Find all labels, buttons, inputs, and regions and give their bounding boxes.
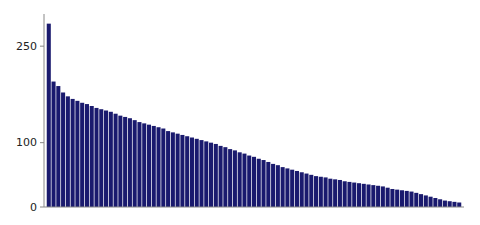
bar (142, 123, 146, 207)
bar (438, 199, 442, 207)
bar (75, 101, 79, 207)
bar (324, 177, 328, 207)
bar (433, 198, 437, 207)
y-tick (40, 207, 44, 208)
bar (371, 185, 375, 207)
bar (56, 86, 60, 207)
bar (219, 146, 223, 207)
bar (290, 170, 294, 207)
bar (238, 152, 242, 207)
x-axis-line (44, 207, 464, 208)
bar (228, 149, 232, 207)
bar (190, 138, 194, 207)
bar (176, 134, 180, 207)
bar (304, 174, 308, 207)
bar (85, 104, 89, 207)
bar (309, 175, 313, 207)
bar (352, 183, 356, 207)
bar (133, 120, 137, 207)
bar (285, 168, 289, 207)
bar (90, 106, 94, 207)
bar (333, 179, 337, 207)
bar (166, 131, 170, 207)
chart-container: 0 100 250 (0, 0, 480, 225)
bar (386, 188, 390, 207)
bar (395, 190, 399, 207)
bar (443, 201, 447, 207)
bar (195, 139, 199, 207)
bar (362, 184, 366, 207)
bar (266, 162, 270, 207)
bar (104, 111, 108, 208)
bar (185, 136, 189, 207)
bar (61, 92, 65, 207)
bar (271, 164, 275, 207)
bar (128, 118, 132, 207)
bar (242, 154, 246, 207)
bars (47, 24, 462, 207)
bar (429, 197, 433, 207)
bar (400, 190, 404, 207)
bar (94, 108, 98, 207)
bar (338, 180, 342, 207)
bar (414, 193, 418, 207)
bar (424, 195, 428, 207)
bar (457, 202, 461, 207)
bar (381, 186, 385, 207)
bar (123, 117, 127, 207)
bar (147, 125, 151, 207)
y-tick-label: 100 (16, 136, 37, 149)
bar (262, 160, 266, 207)
bar (419, 194, 423, 207)
bar (161, 129, 165, 207)
bar (152, 126, 156, 207)
bar (252, 157, 256, 207)
bar (214, 144, 218, 207)
bar (171, 132, 175, 207)
bar (247, 156, 251, 207)
y-axis-line (44, 14, 45, 207)
bar (157, 127, 161, 207)
bar (257, 159, 261, 207)
bar (204, 141, 208, 207)
bar (80, 103, 84, 207)
bar (223, 147, 227, 207)
y-tick (40, 46, 44, 47)
bar (281, 167, 285, 207)
bar (376, 186, 380, 207)
bar (180, 135, 184, 207)
bar (357, 183, 361, 207)
axes: 0 100 250 (16, 14, 464, 214)
bar (99, 109, 103, 207)
bar (66, 96, 70, 207)
bar (276, 165, 280, 207)
bar (367, 184, 371, 207)
bar (52, 82, 56, 207)
chart: 0 100 250 (0, 0, 480, 225)
bar (47, 24, 51, 207)
y-tick (40, 142, 44, 143)
y-tick-label: 250 (16, 40, 37, 53)
bar (319, 177, 323, 207)
bar (343, 181, 347, 207)
bar (390, 189, 394, 207)
bar (137, 122, 141, 207)
bar (328, 179, 332, 207)
bar (409, 192, 413, 207)
bar (109, 112, 113, 207)
bar (209, 143, 213, 207)
bar (405, 191, 409, 207)
bar (314, 176, 318, 207)
bar (199, 140, 203, 207)
bar (300, 172, 304, 207)
bar (452, 202, 456, 207)
y-tick-label: 0 (30, 201, 37, 214)
bar (118, 116, 122, 207)
bar (233, 150, 237, 207)
bar (347, 182, 351, 207)
bar (71, 99, 75, 207)
bar (295, 171, 299, 207)
bar (114, 114, 118, 207)
bar (448, 201, 452, 207)
